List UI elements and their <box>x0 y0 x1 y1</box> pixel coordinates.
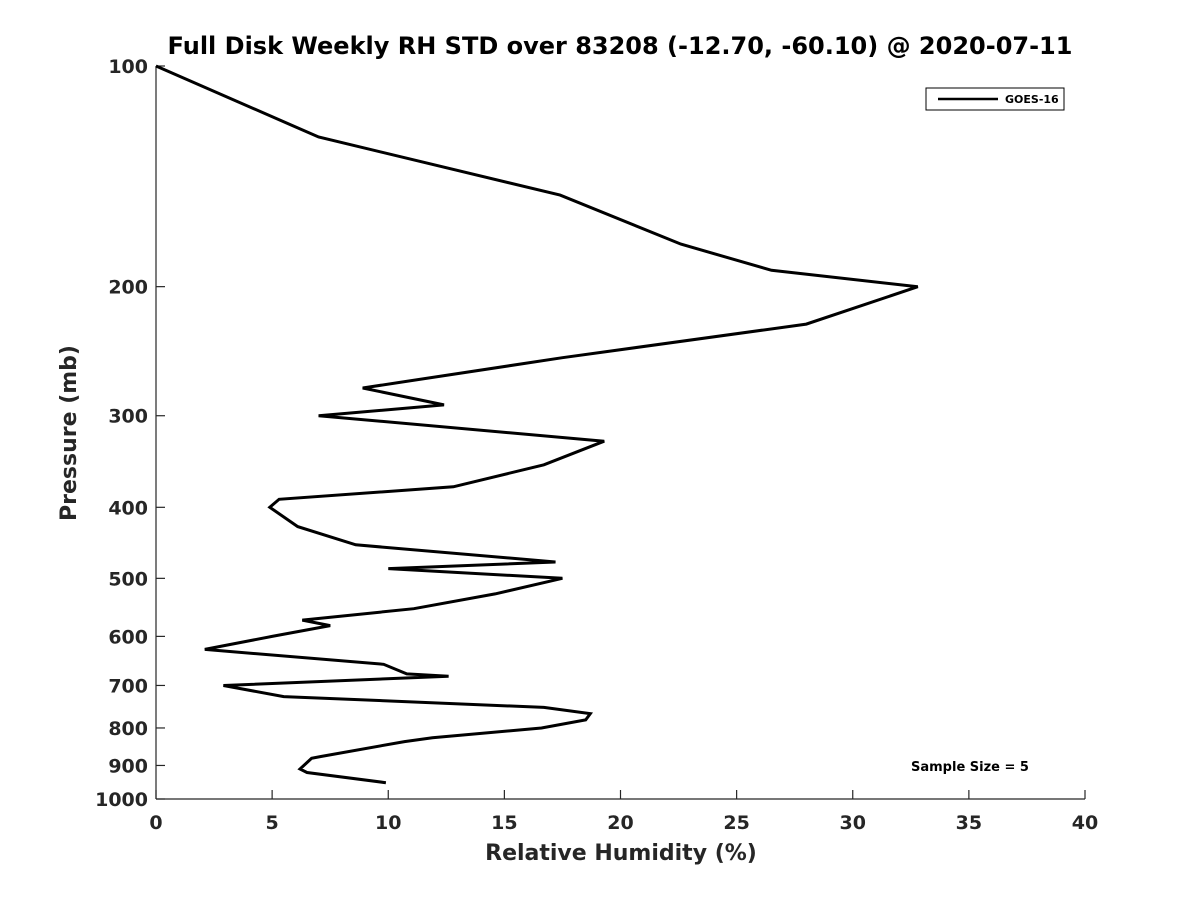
y-tick-label: 900 <box>108 755 148 777</box>
x-tick-label: 25 <box>723 812 749 834</box>
chart-title: Full Disk Weekly RH STD over 83208 (-12.… <box>168 32 1073 60</box>
y-tick-label: 400 <box>108 497 148 519</box>
legend: GOES-16 <box>925 87 1065 111</box>
y-tick-label: 100 <box>108 56 148 78</box>
x-tick-label: 30 <box>840 812 866 834</box>
y-tick-label: 1000 <box>95 789 148 811</box>
sample-size-annotation: Sample Size = 5 <box>911 760 1029 775</box>
x-tick-label: 0 <box>149 812 162 834</box>
x-axis-label: Relative Humidity (%) <box>485 841 757 866</box>
y-tick-label: 700 <box>108 675 148 697</box>
x-tick-label: 10 <box>375 812 401 834</box>
y-axis-ticks: 100 200 300 400 500 600 700 800 900 1000 <box>95 56 165 811</box>
y-tick-label: 500 <box>108 568 148 590</box>
series-layer <box>155 64 919 785</box>
y-tick-label: 600 <box>108 626 148 648</box>
x-axis-ticks: 0 5 10 15 20 25 30 35 40 <box>149 790 1098 834</box>
x-tick-label: 35 <box>956 812 982 834</box>
y-axis-label: Pressure (mb) <box>57 345 82 521</box>
series-line-goes-16 <box>155 64 919 785</box>
x-tick-label: 40 <box>1072 812 1098 834</box>
x-tick-label: 20 <box>607 812 633 834</box>
x-tick-label: 15 <box>491 812 517 834</box>
y-tick-label: 800 <box>108 718 148 740</box>
x-tick-label: 5 <box>266 812 279 834</box>
y-tick-label: 200 <box>108 277 148 299</box>
y-tick-label: 300 <box>108 406 148 428</box>
legend-label-goes-16: GOES-16 <box>1005 93 1059 106</box>
